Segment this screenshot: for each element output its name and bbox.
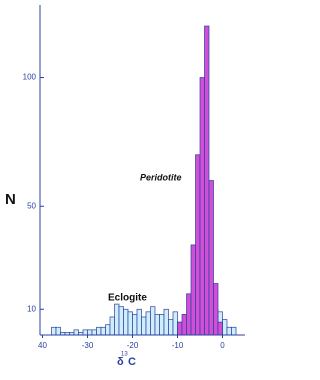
histogram-bar	[199, 77, 205, 336]
histogram-bar	[51, 326, 57, 336]
histogram-bar	[114, 303, 120, 336]
series-label: Eclogite	[108, 293, 147, 304]
chart: N δ 13 C Peridotite Eclogite 10 50 100 40 -30 -…	[5, 5, 245, 368]
histogram-bar	[190, 244, 196, 336]
histogram-bar	[132, 314, 138, 336]
histogram-bar	[105, 324, 111, 336]
x-tick-label: -30	[82, 341, 94, 350]
histogram-bar	[168, 319, 174, 336]
histogram-bar	[55, 326, 61, 336]
histogram-bar	[154, 314, 160, 336]
histogram-bar	[123, 308, 129, 336]
y-tick-label: 50	[27, 201, 36, 210]
histogram-bar	[136, 308, 142, 336]
series-label: Peridotite	[140, 172, 182, 182]
histogram-bar	[177, 321, 183, 336]
x-tick-label: 40	[38, 341, 47, 350]
histogram-bar	[217, 321, 223, 336]
histogram-bar	[150, 306, 156, 336]
histogram-bar	[82, 329, 88, 336]
histogram-bar	[204, 25, 210, 336]
histogram-bar	[231, 326, 237, 336]
histogram-bar	[145, 311, 151, 336]
x-tick-label: -20	[127, 341, 139, 350]
x-label-superscript: 13	[121, 352, 128, 358]
histogram-bar	[100, 326, 106, 336]
x-tick-label: 0	[220, 341, 225, 350]
histogram-bar	[118, 306, 124, 336]
y-label: N	[5, 191, 16, 208]
x-label: δ	[117, 356, 124, 368]
histogram-bar	[87, 329, 93, 336]
histogram-bar	[159, 314, 165, 336]
x-label: C	[128, 356, 136, 368]
x-tick-label: -10	[172, 341, 184, 350]
histogram-bar	[213, 283, 219, 336]
histogram-bar	[226, 326, 232, 336]
histogram-bar	[186, 293, 192, 336]
histogram-bar	[141, 316, 147, 336]
histogram-bar	[181, 314, 187, 336]
histogram-bar	[127, 311, 133, 336]
histogram-bar	[172, 311, 178, 336]
histogram-bar	[96, 326, 102, 336]
histogram-bar	[222, 319, 228, 336]
histogram-bar	[91, 329, 97, 336]
histogram-bar	[208, 180, 214, 336]
histogram-bar	[163, 308, 169, 336]
histogram-bar	[195, 154, 201, 336]
histogram-bar	[73, 329, 79, 336]
y-tick-label: 10	[27, 304, 36, 313]
histogram-bar	[109, 316, 115, 336]
y-tick-label: 100	[23, 73, 37, 82]
